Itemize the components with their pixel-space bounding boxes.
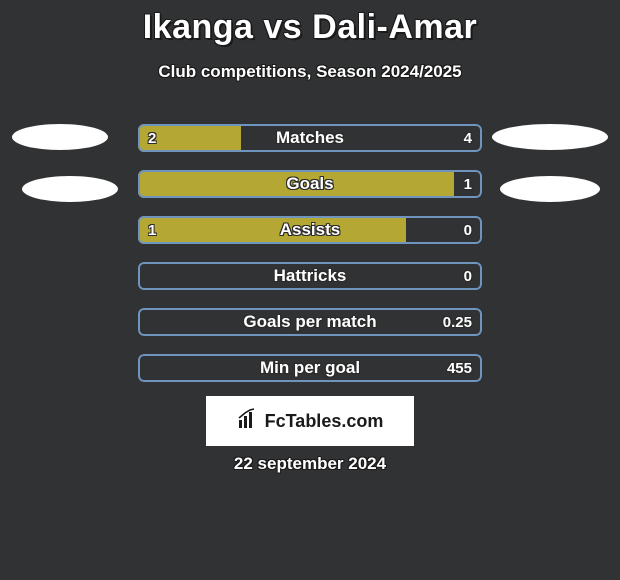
stat-bar-row: Goals1	[138, 170, 482, 198]
comparison-infographic: Ikanga vs Dali-Amar Club competitions, S…	[0, 0, 620, 580]
page-subtitle: Club competitions, Season 2024/2025	[0, 62, 620, 82]
stat-label: Goals per match	[138, 308, 482, 336]
stat-bar-row: Min per goal455	[138, 354, 482, 382]
stat-right-value: 0	[464, 262, 472, 290]
stat-label: Min per goal	[138, 354, 482, 382]
stat-bar-row: 1Assists0	[138, 216, 482, 244]
stat-bar-row: 2Matches4	[138, 124, 482, 152]
chart-icon	[237, 408, 259, 434]
stat-right-value: 1	[464, 170, 472, 198]
team-left-oval-1	[12, 124, 108, 150]
stat-right-value: 4	[464, 124, 472, 152]
stat-right-value: 0	[464, 216, 472, 244]
stat-bar-row: Hattricks0	[138, 262, 482, 290]
team-right-oval-1	[492, 124, 608, 150]
stat-right-value: 0.25	[443, 308, 472, 336]
date-text: 22 september 2024	[0, 454, 620, 474]
stat-bar-row: Goals per match0.25	[138, 308, 482, 336]
team-right-oval-2	[500, 176, 600, 202]
brand-badge: FcTables.com	[206, 396, 414, 446]
stat-bars: 2Matches4Goals11Assists0Hattricks0Goals …	[138, 124, 482, 400]
stat-label: Matches	[138, 124, 482, 152]
stat-label: Hattricks	[138, 262, 482, 290]
page-title: Ikanga vs Dali-Amar	[0, 8, 620, 47]
team-left-oval-2	[22, 176, 118, 202]
stat-right-value: 455	[447, 354, 472, 382]
stat-label: Assists	[138, 216, 482, 244]
stat-label: Goals	[138, 170, 482, 198]
brand-text: FcTables.com	[265, 411, 384, 432]
